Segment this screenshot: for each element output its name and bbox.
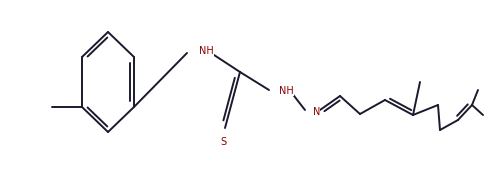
Text: NH: NH bbox=[198, 46, 213, 56]
Text: S: S bbox=[219, 137, 226, 147]
Text: NH: NH bbox=[278, 86, 293, 96]
Text: N: N bbox=[312, 107, 320, 117]
